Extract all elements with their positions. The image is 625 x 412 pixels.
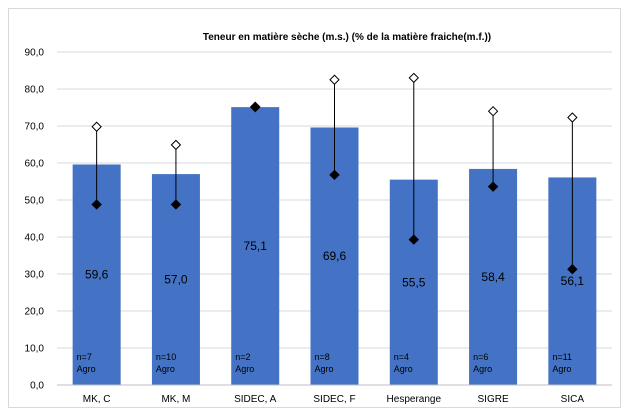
min-marker xyxy=(250,101,261,113)
value-label: 58,4 xyxy=(481,270,505,284)
x-axis-tick-labels: MK, C MK, M SIDEC, A SIDEC, F Hesperange SIGR… xyxy=(83,394,585,405)
y-tick-label: 80,0 xyxy=(25,85,45,96)
sample-size-label: n=2 xyxy=(235,352,250,362)
data-labels: 59,6 n=7 Agro 57,0 n=10 Agro 75,1 n=2 Agro 69,6 n=… xyxy=(77,239,585,374)
value-label: 55,5 xyxy=(402,275,426,289)
y-axis-tick-labels: 0,0 10,0 20,0 30,0 40,0 50,0 60,0 70,0 80,0 90,0 xyxy=(25,48,45,392)
group-label: Agro xyxy=(235,364,254,374)
y-tick-label: 30,0 xyxy=(25,270,45,281)
max-marker xyxy=(170,139,182,151)
sample-size-label: n=6 xyxy=(473,352,488,362)
group-label: Agro xyxy=(315,364,334,374)
x-tick-label: SIDEC, A xyxy=(234,394,277,405)
y-tick-label: 20,0 xyxy=(25,307,45,318)
value-label: 56,1 xyxy=(561,274,585,288)
sample-size-label: n=8 xyxy=(315,352,330,362)
x-tick-label: SIGRE xyxy=(478,394,509,405)
min-max-ranges xyxy=(91,72,578,275)
sample-size-label: n=10 xyxy=(156,352,176,362)
x-tick-label: Hesperange xyxy=(387,394,442,405)
value-label: 69,6 xyxy=(323,249,347,263)
sample-size-label: n=7 xyxy=(77,352,92,362)
chart-title: Teneur en matière sèche (m.s.) (% de la … xyxy=(203,32,491,43)
sample-size-label: n=11 xyxy=(552,352,572,362)
x-tick-label: MK, M xyxy=(161,394,190,405)
max-marker xyxy=(487,105,499,117)
group-label: Agro xyxy=(394,364,413,374)
min-marker xyxy=(567,263,578,275)
x-tick-label: MK, C xyxy=(83,394,111,405)
min-marker xyxy=(170,199,182,210)
max-marker xyxy=(91,121,102,132)
y-tick-label: 60,0 xyxy=(25,159,45,170)
sample-size-label: n=4 xyxy=(394,352,409,362)
group-label: Agro xyxy=(552,364,571,374)
max-marker xyxy=(567,112,578,123)
y-tick-label: 40,0 xyxy=(25,233,45,244)
bar xyxy=(231,107,280,385)
min-marker xyxy=(329,169,340,181)
x-tick-label: SIDEC, F xyxy=(313,394,355,405)
value-label: 59,6 xyxy=(85,268,109,282)
min-marker xyxy=(408,234,419,245)
y-tick-label: 90,0 xyxy=(25,48,45,59)
group-label: Agro xyxy=(156,364,175,374)
min-marker xyxy=(91,199,102,210)
group-label: Agro xyxy=(77,364,96,374)
value-label: 75,1 xyxy=(244,239,268,253)
y-tick-label: 50,0 xyxy=(25,196,45,207)
bar xyxy=(469,168,518,385)
x-tick-label: SICA xyxy=(561,394,585,405)
y-tick-label: 10,0 xyxy=(25,344,45,355)
group-label: Agro xyxy=(473,364,492,374)
min-marker xyxy=(487,181,499,192)
value-label: 57,0 xyxy=(164,273,188,287)
y-tick-label: 0,0 xyxy=(30,381,44,392)
max-marker xyxy=(408,72,419,84)
max-marker xyxy=(329,74,340,85)
y-tick-label: 70,0 xyxy=(25,122,45,133)
